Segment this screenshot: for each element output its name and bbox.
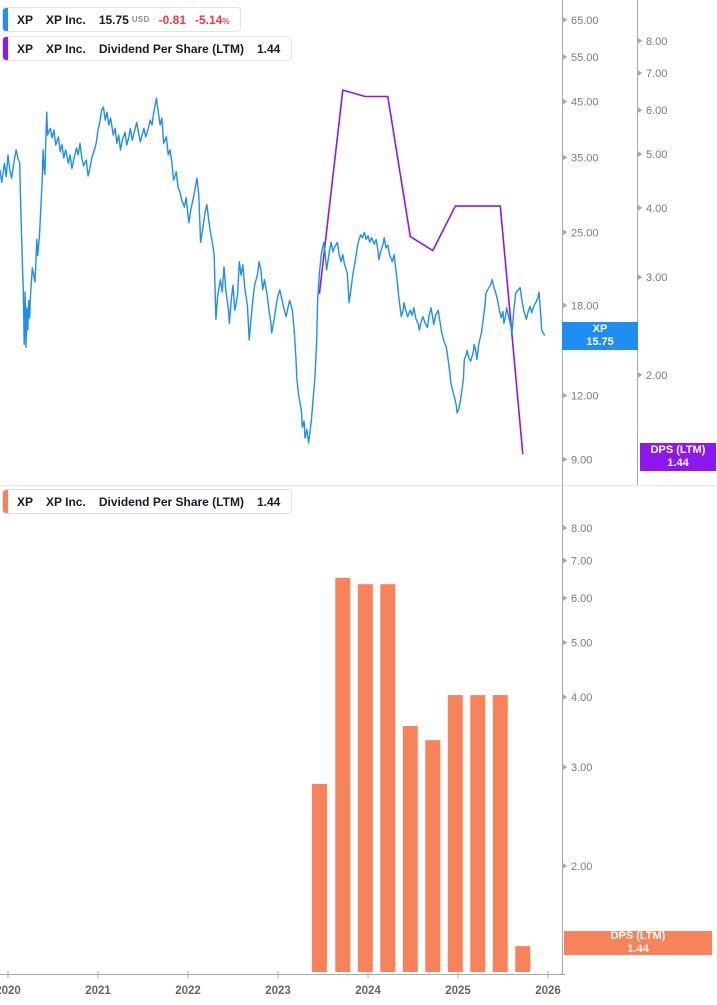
price-tick-label: 12.00 xyxy=(571,390,599,402)
dps-bar[interactable] xyxy=(425,740,441,972)
dps-tick-label: 2.00 xyxy=(646,370,667,382)
dps-tick-label: 4.00 xyxy=(646,203,667,215)
dps-badge-value: 1.44 xyxy=(667,457,689,469)
price-tick-label: 45.00 xyxy=(571,97,599,109)
price-tick-label: 65.00 xyxy=(571,15,599,27)
legend-symbol: XP xyxy=(17,12,34,27)
dps-bottom-tick-label: 8.00 xyxy=(571,523,592,535)
dps-bottom-tick-label: 7.00 xyxy=(571,555,592,567)
dps-tick xyxy=(638,372,643,378)
year-tick-label: 2026 xyxy=(535,985,561,997)
legend-item-dps-overlay[interactable]: XP XP Inc. Dividend Per Share (LTM) 1.44 xyxy=(2,36,293,61)
legend-metric: Dividend Per Share (LTM) xyxy=(98,494,244,509)
dps-tick-label: 3.00 xyxy=(646,272,667,284)
year-tick-label: 2024 xyxy=(355,985,381,997)
dps-bottom-tick-label: 6.00 xyxy=(571,593,592,605)
dps-axis-badge-top: DPS (LTM) 1.44 xyxy=(640,443,716,471)
year-tick-label: 2021 xyxy=(85,985,111,997)
dps-bar[interactable] xyxy=(470,695,486,972)
legend-name: XP Inc. xyxy=(46,494,86,509)
series-color-bar xyxy=(3,8,8,31)
dps-axis-badge-bottom: DPS (LTM) 1.44 xyxy=(564,930,712,955)
dps-bottom-tick-label: 5.00 xyxy=(571,638,592,650)
price-axis-badge: XP 15.75 xyxy=(562,322,638,350)
legend-change: -0.81 xyxy=(158,12,186,27)
dps-bottom-tick xyxy=(563,694,568,700)
dps-bottom-tick xyxy=(563,639,568,646)
series-color-bar xyxy=(3,490,8,513)
dps-tick-label: 8.00 xyxy=(646,36,667,48)
dps-tick-label: 5.00 xyxy=(646,149,667,161)
year-tick-label: 2023 xyxy=(265,985,291,997)
dps-bottom-tick-label: 4.00 xyxy=(571,692,592,704)
legend-item-dps-bars[interactable]: XP XP Inc. Dividend Per Share (LTM) 1.44 xyxy=(2,489,293,514)
series-color-bar xyxy=(3,37,8,60)
dps-bar[interactable] xyxy=(402,726,418,972)
price-line[interactable] xyxy=(0,97,546,444)
price-badge-symbol: XP xyxy=(592,323,608,335)
legend-price-value: 15.75 xyxy=(98,12,129,27)
dps-tick xyxy=(638,37,643,44)
dps-bar[interactable] xyxy=(357,584,373,972)
year-tick-label: 2025 xyxy=(445,985,471,997)
price-tick xyxy=(563,54,568,60)
legend-name: XP Inc. xyxy=(46,41,86,56)
price-tick-label: 18.00 xyxy=(571,300,599,312)
dps-tick xyxy=(638,205,643,211)
legend-symbol: XP xyxy=(17,494,34,509)
price-tick xyxy=(563,16,568,23)
dps-tick xyxy=(638,151,643,157)
dps-bottom-tick-label: 2.00 xyxy=(571,861,592,873)
legend-dps-value: 1.44 xyxy=(256,41,281,56)
dps-bar[interactable] xyxy=(311,783,327,972)
dps-badge-label: DPS (LTM) xyxy=(610,930,666,942)
price-tick xyxy=(563,392,568,399)
dps-bottom-tick xyxy=(563,557,568,564)
price-badge-value: 15.75 xyxy=(586,336,614,348)
legend-change-percent-value: -5.14 xyxy=(195,12,223,27)
dps-bottom-tick xyxy=(563,595,568,601)
price-tick-label: 35.00 xyxy=(571,152,599,164)
legend-dps-value: 1.44 xyxy=(256,494,281,509)
legend-name: XP Inc. xyxy=(46,12,86,27)
legend-symbol: XP xyxy=(17,41,34,56)
dps-tick-label: 7.00 xyxy=(646,68,667,80)
price-tick-label: 9.00 xyxy=(571,454,592,466)
dps-tick xyxy=(638,107,643,113)
legend-item-price[interactable]: XP XP Inc. 15.75 USD -0.81 -5.14% xyxy=(2,7,242,32)
dps-tick xyxy=(638,70,643,76)
price-tick xyxy=(563,98,568,105)
dps-bar[interactable] xyxy=(380,584,396,972)
price-tick xyxy=(563,456,568,463)
dps-badge-label: DPS (LTM) xyxy=(650,444,706,456)
legend-currency-unit: USD xyxy=(131,15,150,24)
dps-line[interactable] xyxy=(318,89,524,455)
dps-bottom-tick xyxy=(563,863,568,869)
dps-bar[interactable] xyxy=(515,946,531,972)
dps-bar[interactable] xyxy=(492,695,508,972)
price-tick xyxy=(563,229,568,236)
dps-tick xyxy=(638,274,643,280)
dps-bottom-tick-label: 3.00 xyxy=(571,762,592,774)
dps-bar[interactable] xyxy=(447,695,463,972)
dps-bottom-tick xyxy=(563,764,568,770)
dps-bottom-tick xyxy=(563,525,568,531)
percent-sign: % xyxy=(222,16,230,26)
legend-change-percent: -5.14% xyxy=(195,13,229,27)
year-tick-label: 2022 xyxy=(175,985,201,997)
legend-metric: Dividend Per Share (LTM) xyxy=(98,41,244,56)
price-tick xyxy=(563,154,568,161)
dps-badge-value: 1.44 xyxy=(627,943,649,955)
dps-tick-label: 6.00 xyxy=(646,105,667,117)
price-tick-label: 25.00 xyxy=(571,227,599,239)
price-tick-label: 55.00 xyxy=(571,52,599,64)
price-tick xyxy=(563,302,568,309)
dps-bar[interactable] xyxy=(335,577,351,972)
